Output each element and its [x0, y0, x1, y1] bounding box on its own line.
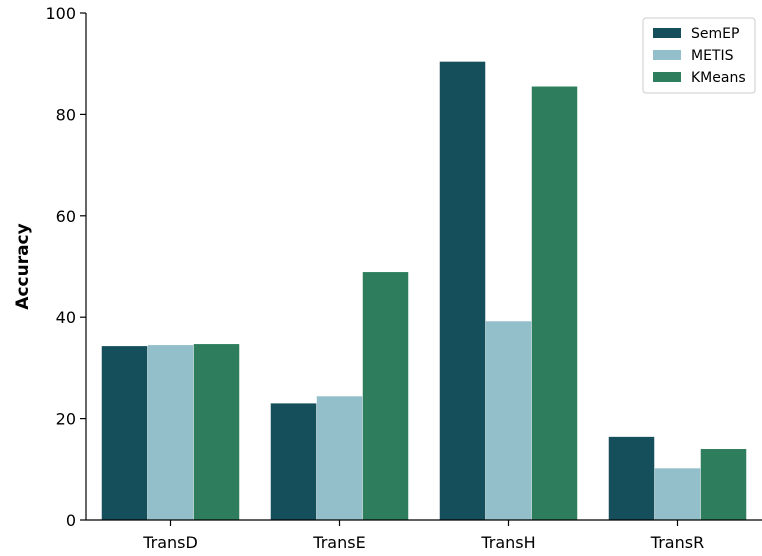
- axes-group: 0 20 40 60 80 100 TransD TransE TransH TransR Accu…: [13, 4, 762, 552]
- legend-label-semep: SemEP: [691, 26, 739, 42]
- y-tick-label: 80: [56, 105, 76, 124]
- bar-kmeans-transr: [700, 449, 747, 520]
- x-tick-label-transe: TransE: [312, 533, 365, 552]
- bar-kmeans-transe: [362, 272, 409, 520]
- y-axis-title: Accuracy: [13, 223, 33, 309]
- y-tick-label: 100: [45, 4, 76, 23]
- bar-kmeans-transd: [193, 344, 240, 520]
- legend-label-kmeans: KMeans: [691, 70, 746, 86]
- bars-group: [101, 61, 747, 521]
- x-tick-label-transr: TransR: [650, 533, 704, 552]
- bar-semep-transr: [608, 436, 655, 520]
- y-tick-label: 40: [56, 308, 76, 327]
- x-tick-label-transd: TransD: [142, 533, 198, 552]
- bar-semep-transe: [270, 403, 317, 520]
- bar-metis-transr: [654, 468, 701, 520]
- legend-swatch-metis: [653, 50, 681, 60]
- bar-semep-transh: [439, 61, 486, 521]
- bar-kmeans-transh: [531, 86, 578, 520]
- bar-metis-transh: [485, 321, 532, 520]
- legend-label-metis: METIS: [691, 48, 734, 64]
- bar-metis-transd: [147, 345, 194, 520]
- y-tick-label: 20: [56, 410, 76, 429]
- legend: SemEP METIS KMeans: [642, 17, 756, 94]
- y-tick-label: 0: [66, 511, 76, 530]
- bar-metis-transe: [316, 396, 363, 520]
- bar-semep-transd: [101, 346, 148, 520]
- legend-swatch-kmeans: [653, 72, 681, 82]
- legend-swatch-semep: [653, 28, 681, 38]
- y-tick-label: 60: [56, 207, 76, 226]
- x-tick-label-transh: TransH: [480, 533, 535, 552]
